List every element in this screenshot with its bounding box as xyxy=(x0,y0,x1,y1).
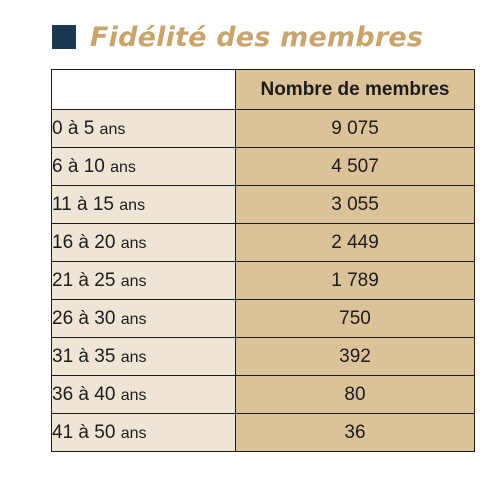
age-unit-label: ans xyxy=(120,386,147,404)
age-range-value: 26 à 30 xyxy=(52,307,116,329)
member-count-cell: 392 xyxy=(235,337,475,376)
age-range-value: 6 à 10 xyxy=(52,155,105,177)
age-unit-label: ans xyxy=(110,158,136,176)
age-unit-label: ans xyxy=(120,310,147,328)
title-square-icon xyxy=(52,25,76,49)
age-range-cell: 0 à 5 ans xyxy=(51,109,236,148)
age-range-value: 41 à 50 xyxy=(52,421,116,443)
table-header-row: Nombre de membres xyxy=(51,69,475,110)
age-unit-label: ans xyxy=(119,196,146,214)
member-count-cell: 9 075 xyxy=(235,109,475,148)
member-count-cell: 2 449 xyxy=(235,223,475,262)
page-title: Fidélité des membres xyxy=(90,21,424,53)
age-range-cell: 26 à 30 ans xyxy=(51,299,236,338)
table-row: 11 à 15 ans 3 055 xyxy=(51,185,475,224)
age-range-cell: 41 à 50 ans xyxy=(51,413,236,452)
member-count-cell: 80 xyxy=(235,375,475,414)
age-range-cell: 6 à 10 ans xyxy=(51,147,236,186)
age-range-value: 0 à 5 xyxy=(52,117,95,139)
member-count-cell: 36 xyxy=(235,413,475,452)
table-row: 0 à 5 ans 9 075 xyxy=(51,109,475,148)
age-unit-label: ans xyxy=(120,272,147,290)
table-row: 31 à 35 ans 392 xyxy=(51,337,475,376)
age-range-value: 16 à 20 xyxy=(52,231,116,253)
membership-table: Nombre de membres 0 à 5 ans 9 075 6 à 10 a… xyxy=(51,69,475,452)
table-row: 36 à 40 ans 80 xyxy=(51,375,475,414)
age-unit-label: ans xyxy=(99,120,126,138)
age-unit-label: ans xyxy=(120,234,147,252)
age-range-value: 31 à 35 xyxy=(52,345,116,367)
age-range-value: 21 à 25 xyxy=(52,269,116,291)
table-row: 16 à 20 ans 2 449 xyxy=(51,223,475,262)
age-range-cell: 21 à 25 ans xyxy=(51,261,236,300)
table-row: 21 à 25 ans 1 789 xyxy=(51,261,475,300)
age-unit-label: ans xyxy=(120,424,147,442)
age-unit-label: ans xyxy=(120,348,147,366)
table-row: 26 à 30 ans 750 xyxy=(51,299,475,338)
page-heading: Fidélité des membres xyxy=(52,17,423,57)
age-range-cell: 16 à 20 ans xyxy=(51,223,236,262)
table-row: 6 à 10 ans 4 507 xyxy=(51,147,475,186)
column-header-members: Nombre de membres xyxy=(235,69,475,110)
table-row: 41 à 50 ans 36 xyxy=(51,413,475,452)
member-count-cell: 1 789 xyxy=(235,261,475,300)
age-range-value: 36 à 40 xyxy=(52,383,116,405)
age-range-cell: 31 à 35 ans xyxy=(51,337,236,376)
age-range-value: 11 à 15 xyxy=(52,193,114,215)
age-range-cell: 11 à 15 ans xyxy=(51,185,236,224)
member-count-cell: 4 507 xyxy=(235,147,475,186)
member-count-cell: 750 xyxy=(235,299,475,338)
member-count-cell: 3 055 xyxy=(235,185,475,224)
age-range-cell: 36 à 40 ans xyxy=(51,375,236,414)
header-blank-cell xyxy=(51,69,236,110)
